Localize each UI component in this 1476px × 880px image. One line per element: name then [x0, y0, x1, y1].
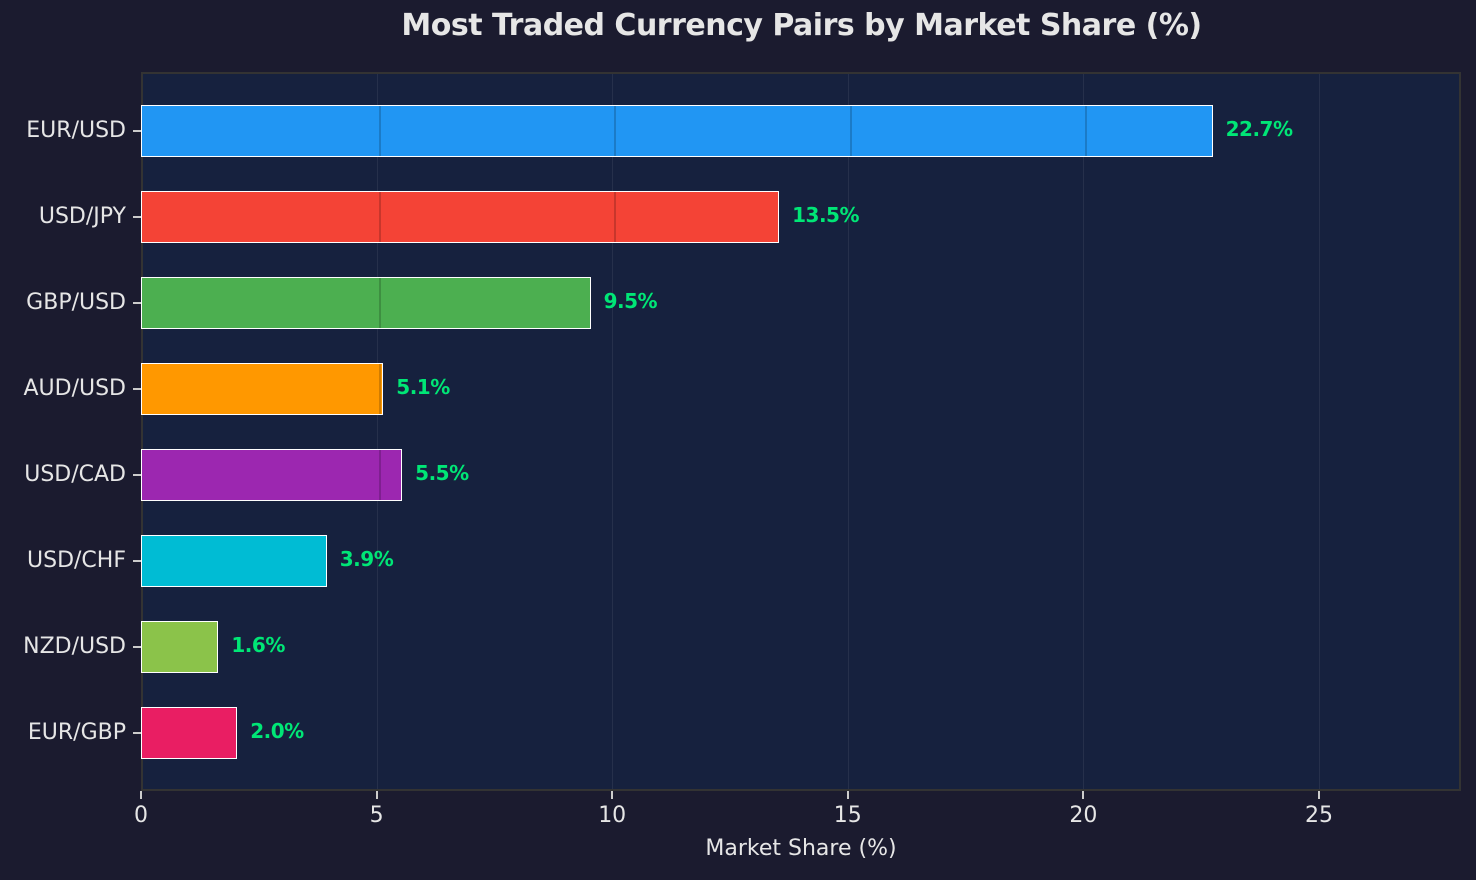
x-tick — [611, 791, 614, 799]
value-label: 3.9% — [339, 547, 394, 571]
y-tick — [133, 646, 141, 648]
gridline-overlay — [378, 278, 381, 328]
x-tick-label: 10 — [598, 803, 627, 828]
gridline-overlay — [378, 192, 381, 242]
value-label: 2.0% — [250, 719, 304, 743]
gridline-overlay — [614, 192, 617, 242]
bar-aud-usd[interactable] — [141, 363, 384, 415]
gridline — [612, 74, 614, 789]
y-tick — [133, 302, 141, 304]
bar-nzd-usd[interactable] — [141, 621, 219, 673]
gridline — [376, 74, 378, 789]
gridline-overlay — [378, 106, 381, 156]
y-tick — [133, 560, 141, 562]
x-axis-label: Market Share (%) — [705, 836, 897, 861]
x-tick-label: 5 — [369, 803, 384, 828]
x-tick — [375, 791, 378, 799]
y-tick-label: USD/CAD — [24, 462, 126, 487]
bar-eur-usd[interactable] — [141, 105, 1213, 157]
value-label: 1.6% — [231, 633, 285, 657]
bar-eur-gbp[interactable] — [141, 707, 238, 759]
y-tick — [133, 388, 141, 390]
value-label: 9.5% — [603, 289, 658, 313]
x-tick — [140, 791, 142, 799]
bar-usd-jpy[interactable] — [141, 191, 780, 243]
bar-gbp-usd[interactable] — [141, 277, 591, 329]
gridline-overlay — [849, 106, 852, 156]
gridline — [847, 74, 849, 789]
x-tick-label: 20 — [1069, 803, 1098, 828]
x-tick-label: 25 — [1305, 803, 1333, 828]
y-tick-label: EUR/GBP — [27, 720, 126, 745]
x-tick — [846, 791, 849, 799]
y-tick-label: GBP/USD — [26, 290, 126, 315]
value-label: 13.5% — [792, 203, 859, 227]
chart-title: Most Traded Currency Pairs by Market Sha… — [401, 8, 1202, 43]
y-tick-label: EUR/USD — [26, 118, 126, 143]
y-tick — [133, 474, 141, 476]
y-tick-label: NZD/USD — [23, 634, 126, 659]
x-tick-label: 15 — [833, 803, 862, 828]
value-label: 5.5% — [415, 461, 469, 485]
plot-area: 22.7% 13.5% 9.5% 5.1% 5.5% 3.9% 1.6% 2.0% — [141, 72, 1461, 791]
y-tick-label: AUD/USD — [23, 376, 126, 401]
x-tick — [1318, 791, 1320, 799]
x-tick-label: 0 — [134, 803, 148, 828]
gridline-overlay — [378, 364, 381, 414]
value-label: 22.7% — [1225, 117, 1293, 141]
gridline-overlay — [1085, 106, 1088, 156]
y-tick — [133, 130, 141, 132]
gridline-overlay — [614, 106, 617, 156]
bar-usd-chf[interactable] — [141, 535, 327, 587]
y-tick — [133, 732, 141, 734]
gridline — [1083, 74, 1085, 789]
y-tick-label: USD/CHF — [27, 548, 126, 573]
gridline — [1319, 74, 1320, 789]
value-label: 5.1% — [396, 375, 450, 399]
y-tick — [133, 216, 141, 218]
bar-usd-cad[interactable] — [141, 449, 403, 501]
x-tick — [1082, 791, 1085, 799]
gridline-overlay — [378, 450, 381, 500]
y-tick-label: USD/JPY — [38, 204, 126, 229]
